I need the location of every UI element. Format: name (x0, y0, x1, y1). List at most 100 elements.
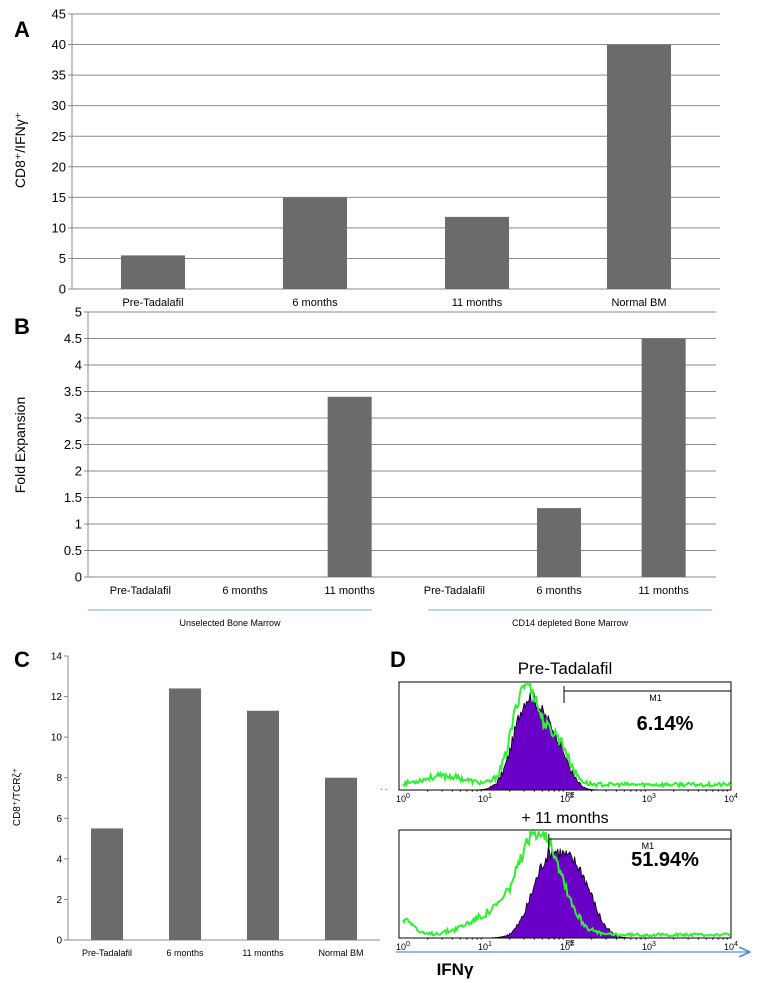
minor-tick-dot (533, 790, 535, 792)
minor-tick-dot (441, 938, 443, 940)
minor-tick-dot (673, 790, 675, 792)
minor-tick-dot (644, 790, 646, 792)
minor-tick-dot (541, 790, 543, 792)
minor-tick-dot (509, 790, 511, 792)
minor-tick-dot (459, 938, 461, 940)
chart-c: 0 2 4 6 8 10 12 14 Pre-Tadalafil 6 months 11 month… (51, 652, 380, 958)
x-tick-label: 103 (642, 941, 656, 952)
minor-tick-dot (562, 790, 564, 792)
histogram-title: Pre-Tadalafil (518, 659, 613, 678)
histogram-title: + 11 months (521, 810, 608, 827)
minor-tick-dot (591, 790, 593, 792)
minor-tick-dot (441, 790, 443, 792)
y-tick-label: 40 (52, 37, 66, 52)
x-tick-label: Normal BM (611, 297, 666, 309)
x-tick-label: 11 months (324, 585, 375, 597)
y-tick-label: 1.5 (64, 490, 82, 505)
minor-tick-dot (722, 790, 724, 792)
minor-tick-dot (476, 938, 478, 940)
x-tick-label: Pre-Tadalafil (122, 297, 183, 309)
ifn-histogram-fill (403, 691, 731, 791)
chart-a-ylabel: CD8⁺/IFNγ⁺ (12, 112, 28, 188)
minor-tick-dot (712, 790, 714, 792)
y-tick-label: 25 (52, 129, 66, 144)
y-tick-label: 45 (52, 7, 66, 22)
y-tick-label: 0 (75, 570, 82, 585)
minor-tick-dot (548, 790, 550, 792)
y-tick-label: 12 (51, 692, 63, 703)
x-tick-label: 11 months (452, 297, 503, 309)
x-tick-label: 6 months (222, 585, 268, 597)
x-tick-label: 6 months (166, 948, 204, 958)
chart-b: 0 0.5 1 1.5 2 2.5 3 3.5 4 4.5 5 Pre-Tadalafil 6 mont… (64, 305, 716, 597)
chart-a: 0 5 10 15 20 25 30 35 40 45 Pre-Tadalafil 6 months 1… (52, 7, 720, 309)
minor-tick-dot (712, 938, 714, 940)
y-tick-label: 20 (52, 159, 66, 174)
x-tick-label: 101 (478, 793, 492, 804)
minor-tick-dot (717, 790, 719, 792)
minor-tick-dot (451, 790, 453, 792)
bar (121, 255, 185, 289)
y-tick-label: 5 (59, 251, 66, 266)
bar (641, 338, 686, 577)
minor-tick-dot (533, 938, 535, 940)
minor-tick-dot (697, 938, 699, 940)
y-tick-label: 4.5 (64, 331, 82, 346)
y-tick-label: 2 (56, 895, 62, 906)
panel-label-a: A (14, 17, 30, 42)
y-tick-label: 8 (56, 773, 62, 784)
bar (537, 508, 581, 577)
minor-tick-dot (558, 790, 560, 792)
y-tick-label: 15 (52, 190, 66, 205)
minor-tick-dot (623, 790, 625, 792)
bar (607, 44, 671, 289)
minor-tick-dot (480, 938, 482, 940)
x-tick-label: 103 (642, 793, 656, 804)
minor-tick-dot (562, 938, 564, 940)
y-tick-label: 5 (75, 305, 82, 320)
y-tick-label: 6 (56, 814, 62, 825)
minor-tick-dot (591, 938, 593, 940)
x-tick-label: 6 months (536, 585, 582, 597)
x-tick-label: 11 months (638, 585, 689, 597)
minor-tick-dot (717, 938, 719, 940)
y-tick-label: 2 (75, 464, 82, 479)
minor-tick-dot (623, 938, 625, 940)
minor-tick-dot (509, 938, 511, 940)
x-tick-label: 11 months (242, 948, 284, 958)
y-tick-label: 2.5 (64, 437, 82, 452)
minor-tick-dot (705, 938, 707, 940)
y-tick-label: 1 (75, 517, 82, 532)
minor-tick-dot (640, 938, 642, 940)
x-tick-label: 104 (724, 793, 738, 804)
y-tick-label: 35 (52, 68, 66, 83)
chart-c-ylabel: CD8⁺/TCRζ⁺ (12, 768, 23, 826)
minor-tick-dot (705, 790, 707, 792)
x-tick-label: Normal BM (318, 948, 363, 958)
minor-tick-dot (471, 938, 473, 940)
control-histogram-line (402, 682, 732, 790)
bar (169, 688, 201, 940)
y-tick-label: 14 (51, 652, 63, 663)
minor-tick-dot (459, 790, 461, 792)
bar (445, 216, 509, 289)
y-tick-label: 30 (52, 98, 66, 113)
panel-label-c: C (14, 647, 30, 672)
y-tick-label: 4 (56, 854, 62, 865)
gate-percentage: 51.94% (631, 849, 699, 871)
x-tick-label: 100 (396, 941, 410, 952)
minor-tick-dot (726, 790, 728, 792)
chart-d-xlabel: IFNγ (437, 960, 474, 979)
y-tick-label: 3 (75, 411, 82, 426)
minor-tick-dot (635, 790, 637, 792)
y-tick-label: 0 (56, 936, 62, 947)
bar (327, 396, 372, 577)
minor-tick-dot (466, 938, 468, 940)
panel-label-d: D (390, 647, 406, 672)
minor-tick-dot (451, 938, 453, 940)
y-tick-label: 3.5 (64, 384, 82, 399)
minor-tick-dot (644, 938, 646, 940)
leading-dots: · · (380, 785, 388, 794)
axis-channel-label: PE (565, 792, 575, 799)
minor-tick-dot (640, 790, 642, 792)
